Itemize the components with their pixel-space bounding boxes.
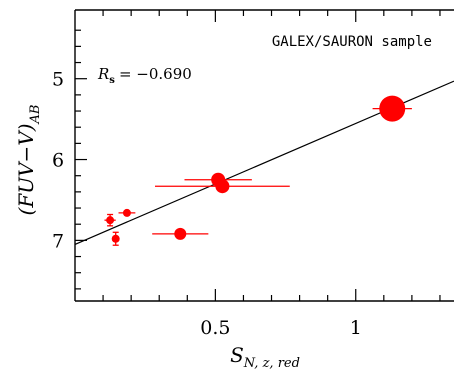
axis-tick-labels: 0.5 1 5 6 7 — [52, 69, 362, 339]
correlation-label: Rs = −0.690 — [97, 65, 192, 86]
data-point — [379, 95, 406, 122]
ylabel-sub: AB — [28, 105, 43, 125]
rs-value: = −0.690 — [119, 65, 192, 83]
y-tick-label: 7 — [52, 230, 64, 252]
y-axis-label: (FUV−V)AB — [14, 105, 43, 216]
x-axis-label: SN, z, red — [230, 343, 300, 371]
y-tick-label: 6 — [52, 150, 64, 172]
rs-subscript: s — [109, 75, 115, 86]
axis-ticks — [75, 10, 441, 301]
data-point — [174, 227, 187, 240]
xlabel-main: S — [230, 343, 244, 367]
data-point — [215, 179, 230, 194]
data-points — [104, 95, 412, 246]
data-point — [111, 234, 120, 243]
data-point — [122, 208, 131, 217]
x-tick-label: 0.5 — [200, 317, 230, 339]
x-tick-label: 1 — [350, 317, 362, 339]
y-tick-label: 5 — [52, 69, 64, 91]
rs-symbol: R — [97, 65, 109, 83]
data-point — [106, 216, 115, 225]
xlabel-sub: N, z, red — [243, 356, 300, 371]
annotation-label: GALEX/SAURON sample — [272, 34, 432, 50]
ylabel-main: (FUV−V) — [14, 123, 38, 215]
